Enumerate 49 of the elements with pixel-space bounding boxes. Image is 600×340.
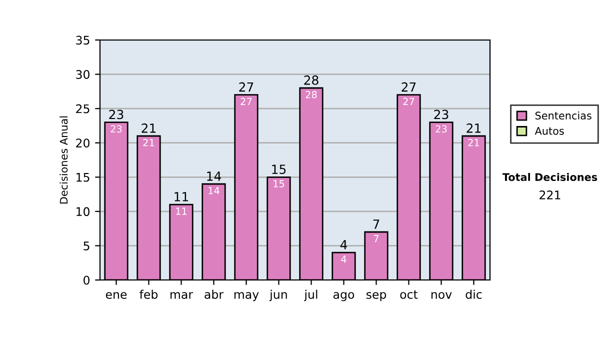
total-label: 4: [340, 240, 348, 250]
text: 221: [540, 190, 560, 200]
x-tick-label: mar: [170, 292, 194, 299]
y-tick-label: 30: [76, 70, 90, 79]
total-label: 23: [434, 110, 448, 120]
text: Total Decisiones: [502, 172, 598, 182]
data-label: 11: [176, 208, 187, 215]
y-tick-label: 25: [76, 104, 90, 114]
total-label: 7: [373, 220, 380, 229]
y-tick-label: 0: [84, 276, 90, 285]
data-label: 7: [374, 235, 379, 242]
y-tick-label: 10: [76, 207, 90, 216]
total-label: 27: [402, 82, 416, 92]
y-axis-title: Decisiones Anual: [60, 116, 68, 204]
x-tick-label: may: [234, 292, 259, 302]
data-label: 27: [403, 98, 414, 105]
data-label: 14: [208, 187, 220, 194]
data-label: 28: [306, 90, 317, 98]
y-tick-label: 35: [76, 36, 90, 45]
data-label: 4: [341, 256, 346, 263]
y-tick-label: 15: [76, 173, 90, 182]
data-label: 27: [240, 98, 252, 105]
total-label: 27: [239, 82, 254, 92]
x-tick-label: jul: [304, 290, 318, 302]
x-tick-label: sep: [366, 292, 386, 302]
x-tick-label: nov: [431, 292, 452, 299]
total-label: 21: [142, 123, 156, 133]
x-tick-label: abr: [204, 290, 224, 299]
total-label: 21: [466, 123, 481, 133]
y-tick-label: 5: [84, 242, 90, 250]
data-label: 21: [143, 138, 154, 146]
y-tick-label: 20: [76, 138, 90, 148]
data-label: 15: [274, 180, 284, 188]
x-tick-label: ene: [106, 292, 127, 299]
total-label: 11: [174, 192, 188, 202]
total-label: 28: [304, 75, 318, 85]
total-label: 15: [272, 164, 286, 174]
legend-label: Sentencias: [535, 111, 592, 120]
x-tick-label: jun: [269, 290, 287, 302]
x-tick-label: feb: [140, 290, 158, 299]
data-label: 21: [468, 138, 480, 146]
total-label: 23: [109, 110, 124, 120]
data-label: 23: [110, 125, 122, 133]
total-label: 14: [207, 172, 221, 181]
data-label: 23: [436, 125, 447, 133]
legend-label: Autos: [534, 127, 564, 135]
x-tick-label: ago: [333, 292, 354, 302]
x-tick-label: dic: [466, 290, 482, 299]
x-tick-label: oct: [400, 290, 418, 299]
